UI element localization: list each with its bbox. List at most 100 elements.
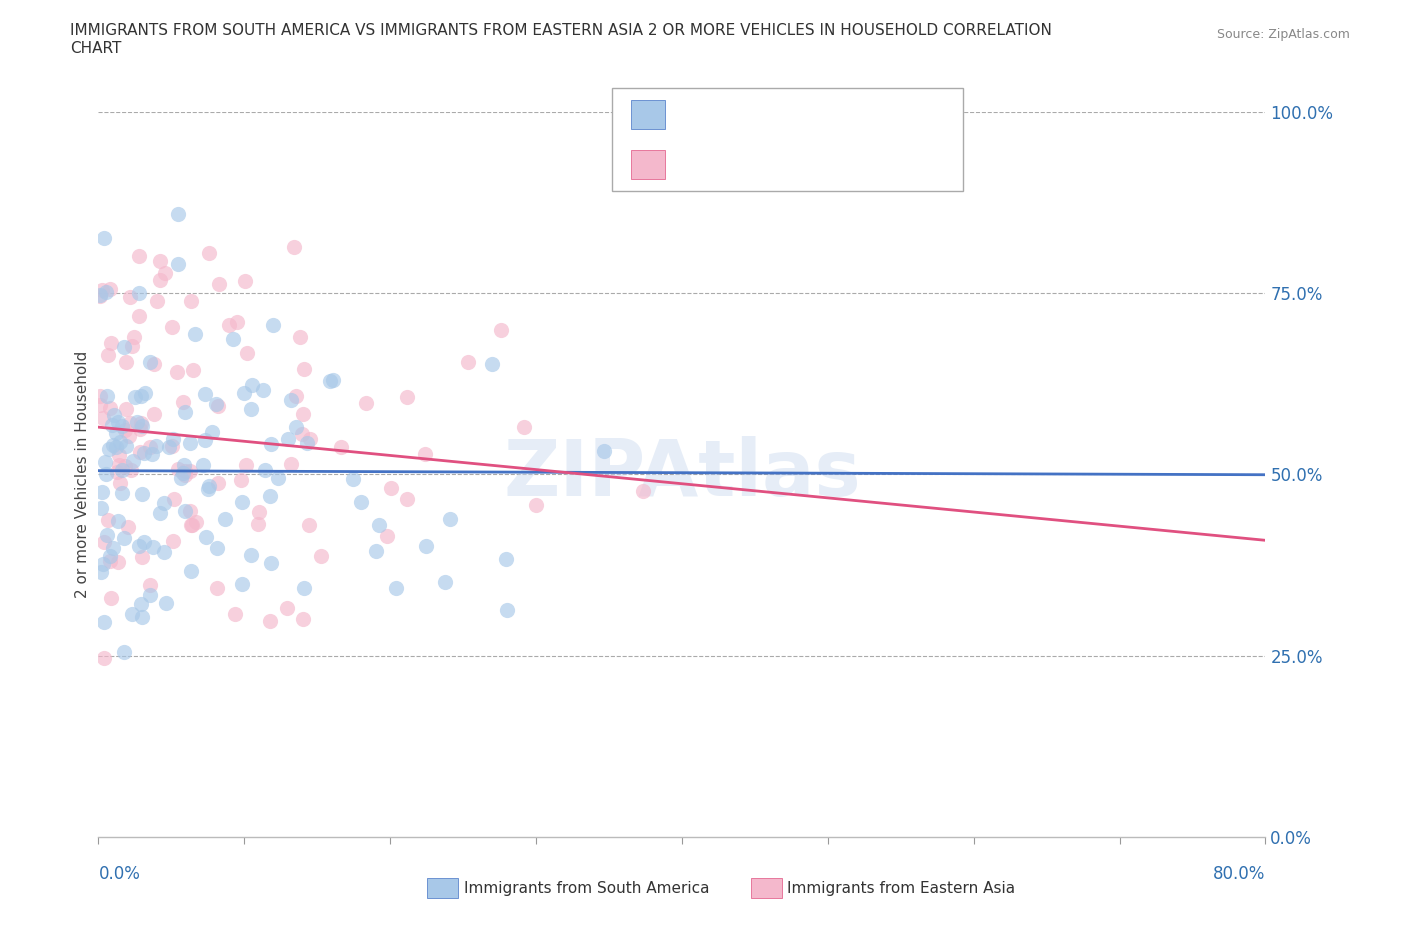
Text: ZIPAtlas: ZIPAtlas — [503, 436, 860, 512]
Point — [153, 496, 176, 511]
Point — [290, 329, 312, 344]
Point — [134, 386, 156, 401]
Point — [322, 373, 344, 388]
Point — [131, 486, 153, 501]
Point — [299, 432, 322, 446]
Point — [108, 447, 131, 462]
Point — [194, 387, 217, 402]
Point — [115, 355, 138, 370]
Point — [149, 272, 172, 287]
Point — [145, 439, 167, 454]
Point — [489, 323, 512, 338]
Point — [222, 331, 245, 346]
Point — [309, 549, 332, 564]
Point — [152, 544, 174, 559]
Point — [395, 390, 418, 405]
Point — [105, 440, 128, 455]
Point — [118, 415, 141, 430]
Text: Source: ZipAtlas.com: Source: ZipAtlas.com — [1216, 28, 1350, 41]
Point — [111, 463, 134, 478]
Point — [100, 549, 122, 564]
Point — [118, 289, 141, 304]
Point — [496, 603, 519, 618]
Text: 80.0%: 80.0% — [1213, 865, 1265, 884]
Point — [112, 644, 135, 659]
Point — [117, 520, 139, 535]
Point — [342, 472, 364, 486]
Point — [285, 389, 308, 404]
Point — [172, 466, 194, 481]
Point — [235, 273, 257, 288]
Point — [97, 512, 120, 527]
Point — [283, 240, 305, 255]
Point — [91, 485, 114, 499]
Point — [122, 454, 145, 469]
Point — [134, 446, 156, 461]
Point — [118, 429, 141, 444]
Point — [231, 495, 253, 510]
Point — [262, 318, 284, 333]
Point — [267, 471, 290, 485]
Point — [131, 418, 153, 433]
Point — [139, 588, 162, 603]
Text: Immigrants from South America: Immigrants from South America — [464, 881, 710, 896]
Point — [291, 427, 314, 442]
Point — [167, 462, 190, 477]
Point — [292, 406, 315, 421]
Text: 0.0%: 0.0% — [98, 865, 141, 884]
Point — [93, 231, 115, 246]
Point — [633, 484, 655, 498]
Point — [96, 389, 118, 404]
Point — [208, 276, 231, 291]
Point — [198, 479, 221, 494]
Point — [100, 336, 122, 351]
Point — [375, 528, 398, 543]
Point — [295, 436, 318, 451]
Point — [180, 294, 202, 309]
Point — [260, 436, 283, 451]
Point — [183, 326, 205, 341]
Point — [163, 491, 186, 506]
Text: IMMIGRANTS FROM SOUTH AMERICA VS IMMIGRANTS FROM EASTERN ASIA 2 OR MORE VEHICLES: IMMIGRANTS FROM SOUTH AMERICA VS IMMIGRA… — [70, 23, 1052, 38]
Point — [284, 419, 307, 434]
Point — [184, 515, 207, 530]
Point — [524, 498, 547, 512]
Point — [180, 564, 202, 578]
Point — [198, 246, 221, 260]
Point — [124, 390, 146, 405]
Point — [194, 530, 217, 545]
Point — [179, 464, 201, 479]
Point — [277, 432, 299, 446]
Point — [495, 551, 517, 566]
Point — [201, 425, 224, 440]
Point — [128, 539, 150, 554]
Point — [155, 596, 177, 611]
Point — [240, 548, 263, 563]
Point — [142, 356, 165, 371]
Point — [174, 468, 197, 483]
Point — [160, 439, 183, 454]
Point — [247, 505, 270, 520]
Point — [138, 439, 160, 454]
Point — [170, 471, 193, 485]
Text: CHART: CHART — [70, 41, 122, 56]
Point — [380, 481, 402, 496]
Point — [225, 314, 247, 329]
Point — [91, 557, 114, 572]
Point — [280, 457, 302, 472]
Point — [276, 601, 298, 616]
Point — [181, 363, 204, 378]
Point — [159, 439, 181, 454]
Point — [457, 354, 479, 369]
Point — [107, 458, 129, 472]
Point — [149, 253, 172, 268]
Point — [191, 458, 214, 472]
Point — [173, 405, 195, 419]
Point — [129, 597, 152, 612]
Point — [114, 459, 136, 474]
Point — [197, 482, 219, 497]
Point — [149, 506, 172, 521]
Point — [233, 386, 256, 401]
Point — [125, 414, 148, 429]
Point — [367, 518, 389, 533]
